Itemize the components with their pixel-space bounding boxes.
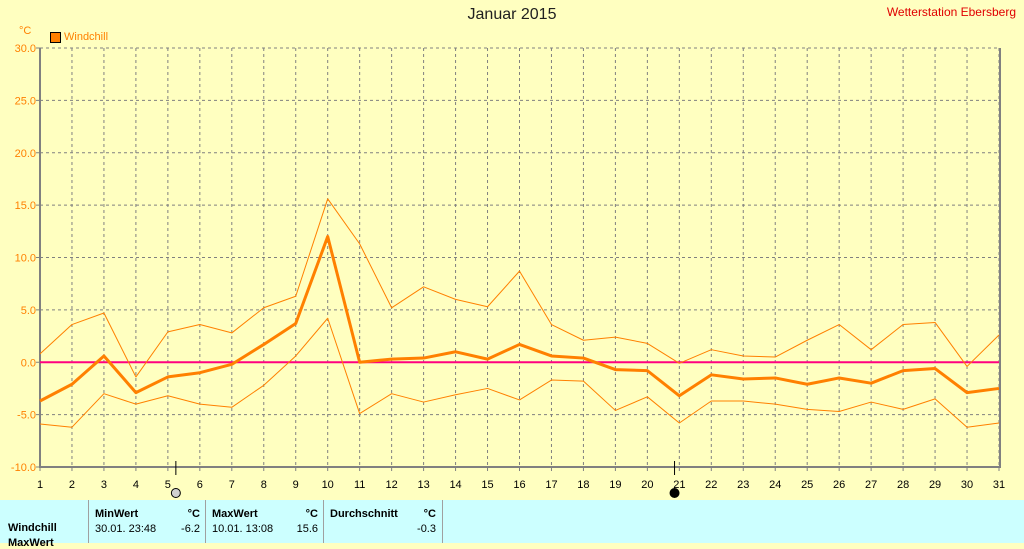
min-time: 30.01. 23:48 [95,523,156,535]
x-tick-label: 30 [961,479,973,491]
y-tick-label: -5.0 [17,410,36,422]
x-tick-label: 16 [513,479,525,491]
x-tick-label: 24 [769,479,781,491]
x-tick-label: 11 [354,479,365,491]
x-tick-label: 20 [641,479,653,491]
x-tick-label: 23 [737,479,749,491]
min-header: MinWert [95,508,138,520]
x-tick-label: 29 [929,479,941,491]
min-value: -6.2 [181,523,200,535]
x-tick-label: 25 [801,479,813,491]
avg-unit: °C [424,508,436,520]
x-tick-label: 28 [897,479,909,491]
max-header: MaxWert [212,508,258,520]
x-tick-label: 13 [417,479,429,491]
y-tick-label: 25.0 [15,95,36,107]
x-tick-label: 9 [293,479,299,491]
x-tick-label: 12 [386,479,398,491]
legend-label: Windchill [64,31,108,43]
x-tick-label: 31 [993,479,1005,491]
x-tick-label: 27 [865,479,877,491]
min-unit: °C [188,508,200,520]
x-tick-label: 26 [833,479,845,491]
chart-title: Januar 2015 [0,6,1024,24]
legend-swatch [50,32,61,43]
min-column: MinWert °C 30.01. 23:48 -6.2 [88,500,206,543]
x-tick-label: 15 [481,479,493,491]
legend: Windchill [50,31,108,43]
x-tick-label: 3 [101,479,107,491]
y-tick-label: 5.0 [21,305,36,317]
y-tick-label: 0.0 [21,357,36,369]
max-unit: °C [306,508,318,520]
avg-header: Durchschnitt [330,508,398,520]
max-value: 15.6 [297,523,318,535]
y-tick-label: -10.0 [11,462,36,474]
x-tick-label: 6 [197,479,203,491]
y-axis-unit: °C [19,25,31,37]
x-tick-label: 19 [609,479,621,491]
max-time: 10.01. 13:08 [212,523,273,535]
x-tick-label: 5 [165,479,171,491]
x-tick-label: 22 [705,479,717,491]
x-tick-label: 7 [229,479,235,491]
x-tick-label: 14 [449,479,461,491]
x-tick-label: 8 [261,479,267,491]
x-tick-label: 4 [133,479,139,491]
avg-column: Durchschnitt °C -0.3 [323,500,443,543]
max-column: MaxWert °C 10.01. 13:08 15.6 [205,500,324,543]
station-name: Wetterstation Ebersberg [887,5,1016,19]
avg-value: -0.3 [417,523,436,535]
y-tick-label: 30.0 [15,43,36,55]
x-tick-label: 17 [545,479,557,491]
x-tick-label: 2 [69,479,75,491]
x-tick-label: 18 [577,479,589,491]
row-label-windchill: Windchill [8,522,57,534]
y-tick-label: 20.0 [15,148,36,160]
x-tick-label: 1 [37,479,43,491]
y-tick-label: 15.0 [15,200,36,212]
x-tick-label: 10 [322,479,334,491]
stats-table: MinWert °C 30.01. 23:48 -6.2 MaxWert °C … [0,500,1024,543]
full-moon-icon [171,489,180,498]
row-label-cut: MaxWert [8,537,54,549]
new-moon-icon [670,489,679,498]
y-tick-label: 10.0 [15,253,36,265]
